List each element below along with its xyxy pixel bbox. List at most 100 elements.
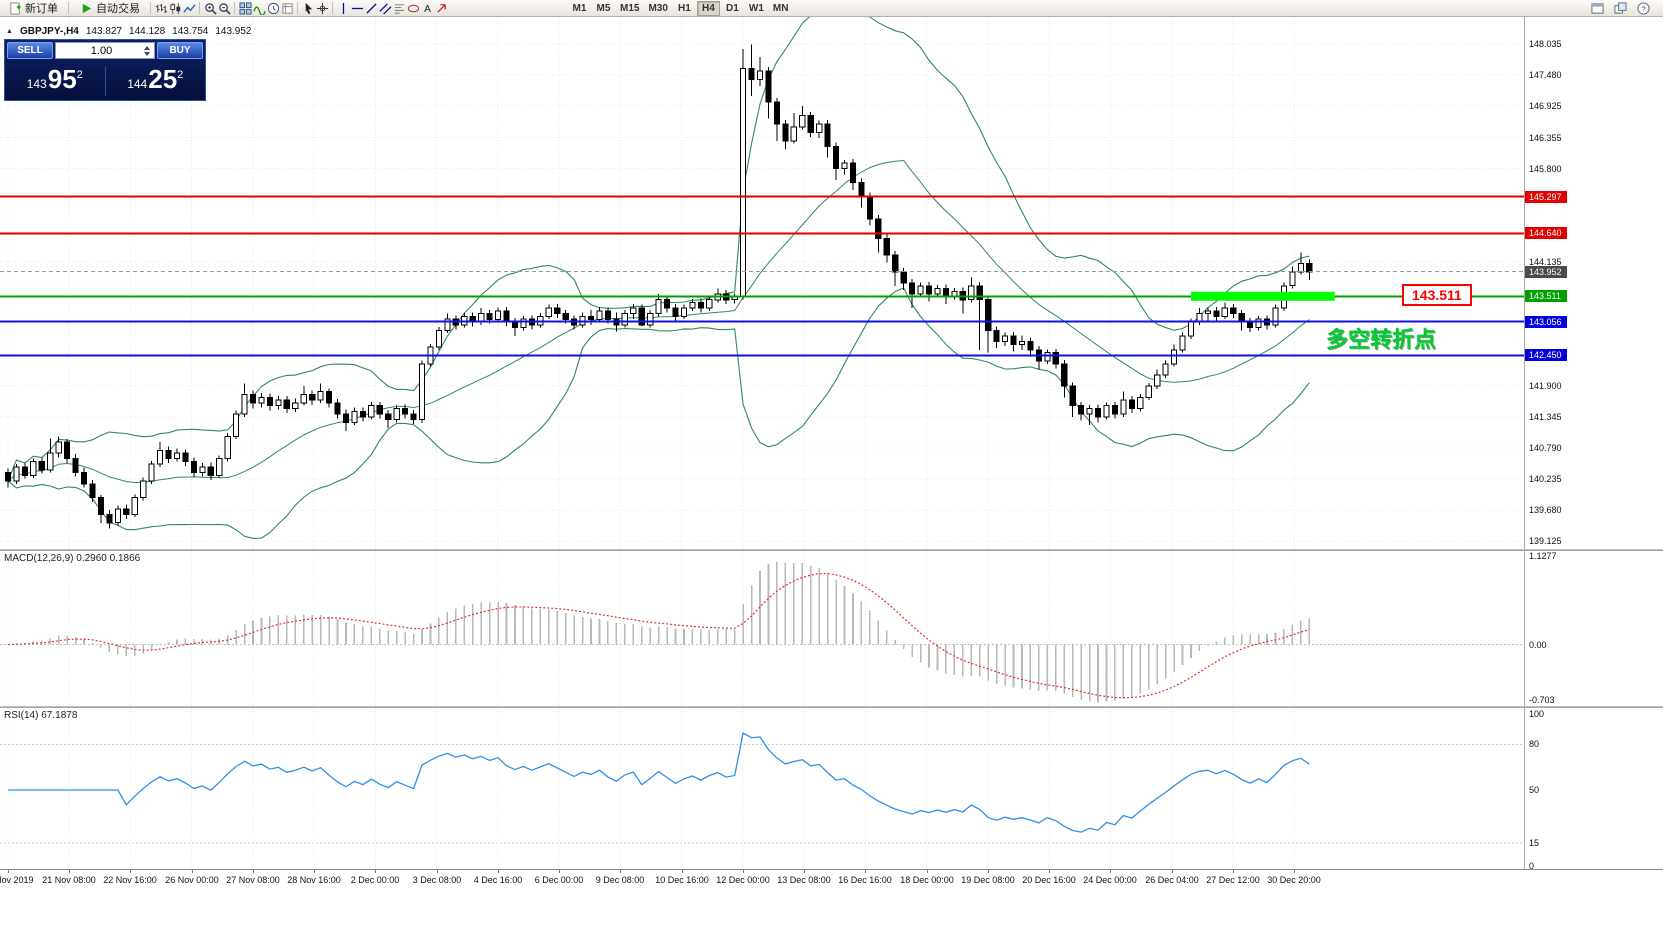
buy-price[interactable]: 144 25 2	[106, 66, 206, 95]
horizontal-level-lines[interactable]	[0, 195, 1524, 357]
time-label: 26 Nov 00:00	[165, 875, 219, 885]
arrange-windows-icon[interactable]	[1613, 1, 1627, 15]
support-highlight-bar[interactable]	[1191, 291, 1335, 301]
time-tick	[865, 870, 866, 873]
axis-price-label: 50	[1529, 785, 1540, 795]
volume-up-icon[interactable]	[143, 45, 150, 50]
time-label: 27 Nov 08:00	[226, 875, 280, 885]
shapes-icon[interactable]	[406, 1, 420, 15]
new-order-button[interactable]: 新订单	[3, 1, 63, 16]
symbol-info: ▲ GBPJPY-,H4 143.827 144.128 143.754 143…	[6, 26, 251, 37]
help-icon[interactable]: ?	[1636, 1, 1650, 15]
time-tick	[1233, 870, 1234, 873]
one-click-collapse-icon[interactable]: ▲	[6, 28, 13, 35]
macd-axis[interactable]: 1.1277 0.00 -0.703	[1524, 551, 1663, 706]
toolbar-separator	[297, 2, 298, 14]
templates-icon[interactable]	[280, 1, 294, 15]
time-tick	[988, 870, 989, 873]
sell-price-big: 95	[47, 63, 77, 94]
bars-icon[interactable]	[154, 1, 168, 15]
periods-icon[interactable]	[266, 1, 280, 15]
candles-icon[interactable]	[168, 1, 182, 15]
main-chart-svg	[0, 17, 1524, 549]
sell-button[interactable]: SELL	[7, 42, 53, 59]
price-divider	[104, 65, 106, 96]
cursor-icon[interactable]	[301, 1, 315, 15]
toolbar-icon-groups: A	[147, 1, 448, 15]
timeframe-m5[interactable]: M5	[596, 2, 611, 14]
buy-button[interactable]: BUY	[157, 42, 203, 59]
zoom-in-icon[interactable]	[203, 1, 217, 15]
timeframe-h1[interactable]: H1	[678, 2, 691, 14]
sell-price[interactable]: 143 95 2	[5, 63, 105, 95]
main-chart-canvas[interactable]	[0, 17, 1524, 549]
panel-splitter[interactable]	[0, 706, 1663, 708]
rsi-axis[interactable]: 100 80 50 15 0	[1524, 708, 1663, 869]
macd-grid	[7, 551, 1295, 706]
main-chart-panel[interactable]: ▲ GBPJPY-,H4 143.827 144.128 143.754 143…	[0, 17, 1524, 549]
volume-input[interactable]: 1.00	[90, 44, 113, 57]
time-label: 13 Dec 08:00	[777, 875, 831, 885]
timeframe-d1[interactable]: D1	[726, 2, 739, 14]
volume-control[interactable]: 1.00	[55, 42, 155, 59]
toolbar-separator	[234, 2, 235, 14]
tile-windows-icon[interactable]	[238, 1, 252, 15]
ohlc-low: 143.754	[172, 26, 209, 37]
turning-point-annotation: 多空转折点	[1326, 327, 1437, 352]
ohlc-open: 143.827	[85, 26, 123, 37]
window-icon[interactable]	[1590, 1, 1604, 15]
timeframe-mn[interactable]: MN	[772, 2, 789, 14]
axis-price-label: 139.680	[1529, 505, 1562, 515]
rsi-line	[8, 732, 1310, 833]
price-tag: 143.056	[1525, 316, 1567, 328]
time-tick	[130, 870, 131, 873]
timeframe-m30[interactable]: M30	[648, 2, 668, 14]
toolbar-separator	[332, 2, 333, 14]
channel-icon[interactable]	[378, 1, 392, 15]
time-label: 4 Dec 16:00	[473, 875, 523, 885]
toolbar-separator	[68, 2, 69, 14]
fibonacci-icon[interactable]	[392, 1, 406, 15]
zoom-out-icon[interactable]	[217, 1, 231, 15]
timeframe-h4[interactable]: H4	[696, 0, 720, 16]
crosshair-icon[interactable]	[315, 1, 329, 15]
time-tick	[1110, 870, 1111, 873]
axis-price-label: 100	[1529, 709, 1545, 719]
timeframe-m1[interactable]: M1	[572, 2, 587, 14]
rsi-panel[interactable]: RSI(14) 67.1878	[0, 708, 1524, 869]
time-axis[interactable]: 20 Nov 2019 21 Nov 08:00 22 Nov 16:00 26 No…	[0, 869, 1663, 888]
macd-canvas[interactable]	[0, 551, 1524, 706]
time-label: 19 Dec 08:00	[961, 875, 1015, 885]
panel-splitter[interactable]	[0, 549, 1663, 551]
time-label: 26 Dec 04:00	[1145, 875, 1199, 885]
trendline-icon[interactable]	[364, 1, 378, 15]
volume-down-icon[interactable]	[143, 51, 150, 56]
time-tick	[1172, 870, 1173, 873]
svg-text:?: ?	[1641, 4, 1645, 13]
vertical-line-icon[interactable]	[336, 1, 350, 15]
price-axis[interactable]: 148.035 147.480 146.925 146.355 145.800 144.1…	[1524, 17, 1663, 549]
time-tick	[743, 870, 744, 873]
horizontal-line-icon[interactable]	[350, 1, 364, 15]
arrow-icon[interactable]	[434, 1, 448, 15]
line-chart-icon[interactable]	[182, 1, 196, 15]
rsi-canvas[interactable]	[0, 708, 1524, 869]
text-icon[interactable]: A	[420, 1, 434, 15]
time-label: 28 Nov 16:00	[287, 875, 341, 885]
timeframe-w1[interactable]: W1	[748, 2, 764, 14]
buy-price-sup: 2	[177, 68, 184, 81]
sell-price-sup: 2	[76, 68, 83, 81]
grid-layer	[0, 17, 1524, 549]
indicators-icon[interactable]	[252, 1, 266, 15]
axis-price-label: 145.800	[1529, 164, 1562, 174]
time-label: 16 Dec 16:00	[838, 875, 892, 885]
price-tag: 142.450	[1525, 349, 1567, 361]
time-tick	[69, 870, 70, 873]
timeframe-m15[interactable]: M15	[620, 2, 640, 14]
axis-price-label: 0.00	[1529, 640, 1547, 650]
auto-trading-button[interactable]: 自动交易	[74, 1, 145, 16]
volume-stepper[interactable]	[141, 45, 152, 56]
axis-price-label: 140.235	[1529, 474, 1562, 484]
time-tick	[682, 870, 683, 873]
macd-panel[interactable]: MACD(12,26,9) 0.2960 0.1866	[0, 551, 1524, 706]
